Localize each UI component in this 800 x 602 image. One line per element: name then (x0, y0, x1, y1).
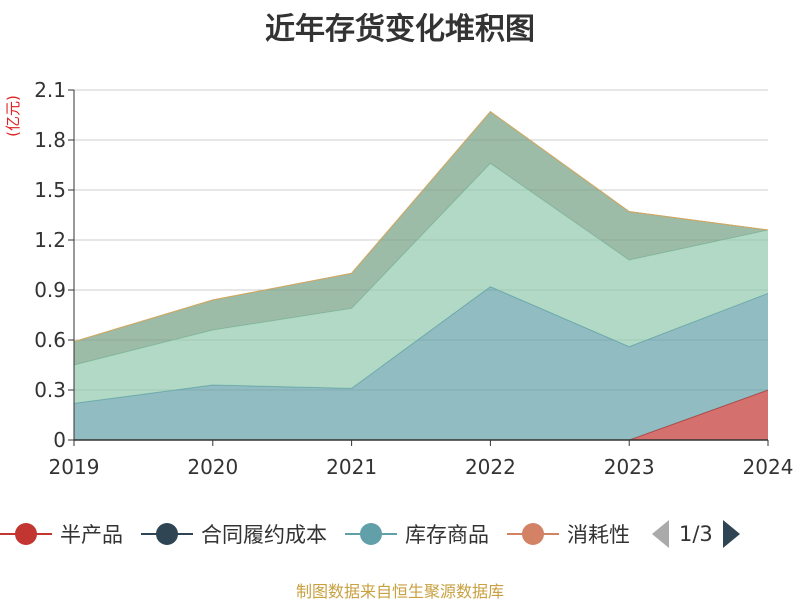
x-tick-label: 2021 (326, 455, 377, 479)
legend-item-inventory-goods[interactable]: 库存商品 (345, 519, 489, 549)
x-tick-label: 2020 (187, 455, 238, 479)
legend-item-consumable[interactable]: 消耗性 (507, 519, 630, 549)
x-tick-label: 2019 (49, 455, 100, 479)
x-tick-label: 2022 (465, 455, 516, 479)
y-tick-label: 0 (53, 428, 66, 452)
area-series-4 (74, 163, 768, 404)
y-tick-label: 1.8 (34, 128, 66, 152)
chart-title: 近年存货变化堆积图 (265, 12, 535, 47)
legend-label: 合同履约成本 (201, 523, 327, 547)
y-tick-label: 1.5 (34, 178, 66, 202)
legend-marker-icon (141, 520, 193, 548)
legend-label: 消耗性 (567, 523, 630, 547)
pager-next-icon[interactable] (722, 520, 740, 548)
x-tick-label: 2023 (604, 455, 655, 479)
chart-legend: 半产品 合同履约成本 库存商品 消耗性 1/3 (0, 512, 800, 556)
legend-label: 半产品 (60, 523, 123, 547)
legend-item-semi-product[interactable]: 半产品 (0, 519, 123, 549)
x-tick-label: 2024 (743, 455, 794, 479)
legend-pager: 1/3 (652, 520, 740, 548)
y-tick-label: 0.6 (34, 328, 66, 352)
y-axis-unit-label: (亿元) (4, 95, 22, 137)
stack-top-outline (73, 110, 769, 343)
y-tick-label: 0.9 (34, 278, 66, 302)
pager-prev-icon[interactable] (652, 520, 669, 548)
y-tick-label: 0.3 (34, 378, 66, 402)
legend-label: 库存商品 (405, 523, 489, 547)
legend-page-indicator: 1/3 (679, 522, 713, 546)
legend-marker-icon (0, 520, 52, 548)
y-tick-label: 2.1 (34, 78, 66, 102)
data-source-footer: 制图数据来自恒生聚源数据库 (295, 582, 504, 601)
legend-marker-icon (345, 520, 397, 548)
legend-marker-icon (507, 520, 559, 548)
area-series-0 (74, 390, 768, 440)
area-series-2 (74, 286, 768, 440)
y-tick-label: 1.2 (34, 228, 66, 252)
area-series-5 (74, 111, 768, 366)
legend-item-contract-cost[interactable]: 合同履约成本 (141, 519, 327, 549)
